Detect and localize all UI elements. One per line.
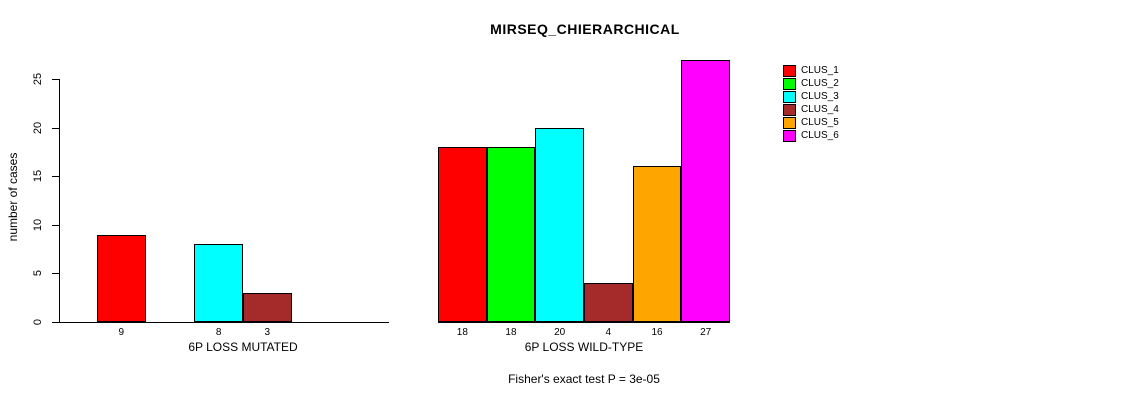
bar-clus_3 [535, 127, 584, 322]
y-axis-line [59, 79, 60, 323]
x-baseline-group-2 [438, 322, 730, 323]
chart-title: MIRSEQ_CHIERARCHICAL [490, 21, 680, 37]
legend-label-clus_1: CLUS_1 [801, 65, 839, 76]
legend-swatch-clus_6 [783, 130, 796, 142]
y-tick-label: 0 [32, 318, 44, 326]
y-tick [52, 79, 59, 80]
y-tick-label: 10 [32, 218, 44, 231]
bar-value-label: 20 [554, 327, 566, 338]
y-tick [52, 127, 59, 129]
legend-label-clus_5: CLUS_5 [801, 117, 839, 128]
bar-clus_2 [486, 147, 536, 322]
y-tick [52, 224, 59, 226]
bar-clus_3 [194, 244, 243, 322]
bar-value-label: 9 [118, 327, 125, 338]
bar-clus_1 [97, 234, 146, 322]
bar-value-label: 16 [651, 327, 663, 338]
bar-clus_1 [438, 147, 487, 322]
legend-swatch-clus_1 [783, 65, 796, 77]
legend-label-clus_4: CLUS_4 [801, 104, 839, 115]
bar-clus_4 [243, 292, 292, 322]
bar-value-label: 4 [605, 327, 612, 338]
bar-clus_6 [681, 59, 730, 322]
legend-swatch-clus_2 [783, 78, 796, 90]
y-tick-label: 25 [32, 72, 44, 86]
bar-value-label: 18 [456, 327, 468, 338]
bar-value-label: 18 [505, 327, 517, 338]
y-tick [52, 322, 59, 323]
legend-label-clus_3: CLUS_3 [801, 91, 839, 102]
legend-label-clus_2: CLUS_2 [801, 78, 839, 89]
y-tick [52, 176, 59, 178]
y-tick-label: 20 [32, 121, 44, 134]
x-group-label-wild-type: 6P LOSS WILD-TYPE [524, 340, 644, 354]
legend-swatch-clus_5 [783, 117, 796, 129]
legend-swatch-clus_4 [783, 104, 796, 116]
bar-value-label: 3 [264, 327, 271, 338]
bar-value-label: 27 [700, 327, 712, 338]
legend-swatch-clus_3 [783, 91, 796, 103]
legend-label-clus_6: CLUS_6 [801, 130, 839, 141]
bar-clus_5 [632, 166, 682, 322]
bar-value-label: 8 [215, 327, 222, 338]
bar-clus_4 [584, 283, 633, 322]
y-axis-label: number of cases [6, 152, 20, 242]
y-tick-label: 15 [32, 170, 44, 183]
fisher-test-annotation: Fisher's exact test P = 3e-05 [508, 372, 660, 386]
x-baseline-group-1 [59, 322, 389, 323]
y-tick [52, 273, 59, 275]
y-tick-label: 5 [32, 270, 44, 277]
x-group-label-mutated: 6P LOSS MUTATED [188, 340, 298, 354]
